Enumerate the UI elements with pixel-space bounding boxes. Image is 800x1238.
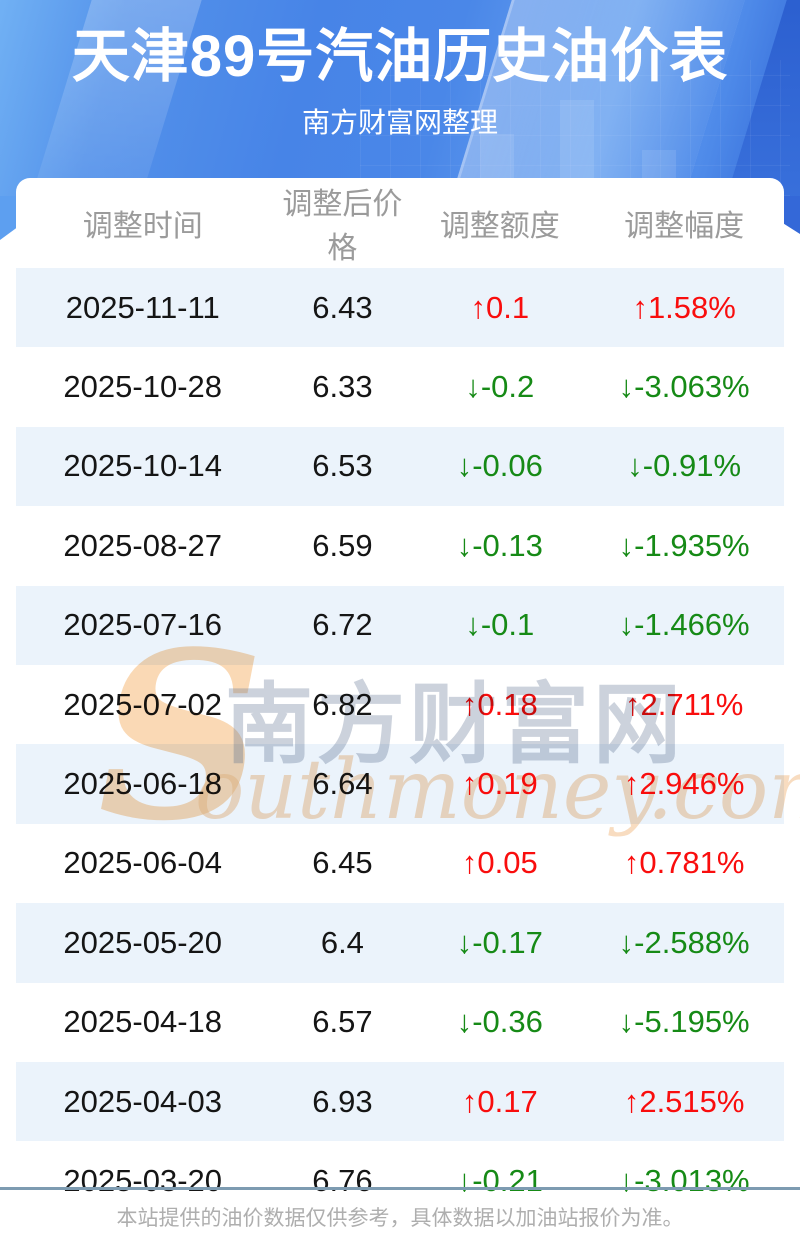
table-row: 2025-10-28 6.33 ↓-0.2 ↓-3.063% bbox=[16, 347, 784, 426]
column-header-change: 调整额度 bbox=[439, 210, 560, 243]
page-subtitle: 南方财富网整理 bbox=[301, 106, 498, 138]
change-cell: ↓-0.36 bbox=[456, 1004, 543, 1040]
change-cell: ↓-0.06 bbox=[456, 448, 543, 484]
table-header-row: 调整时间 调整后价格 调整额度 调整幅度 bbox=[16, 178, 784, 268]
percent-cell: ↓-3.013% bbox=[618, 1162, 750, 1198]
date-cell: 2025-10-14 bbox=[63, 448, 222, 484]
table-row: 2025-11-11 6.43 ↑0.1 ↑1.58% bbox=[16, 268, 784, 348]
table-row: 2025-04-03 6.93 ↑0.17 ↑2.515% bbox=[16, 1061, 784, 1142]
price-cell: 6.4 bbox=[320, 924, 364, 960]
change-cell: ↑0.19 bbox=[461, 766, 538, 802]
table-row: 2025-05-20 6.4 ↓-0.17 ↓-2.588% bbox=[16, 903, 784, 983]
change-cell: ↓-0.2 bbox=[465, 369, 535, 405]
price-cell: 6.72 bbox=[312, 607, 373, 643]
change-cell: ↓-0.17 bbox=[456, 924, 543, 960]
footer-divider bbox=[0, 1187, 800, 1190]
price-cell: 6.57 bbox=[312, 1004, 373, 1040]
table-row: 2025-06-04 6.45 ↑0.05 ↑0.781% bbox=[16, 824, 784, 903]
column-header-price: 调整后价格 bbox=[282, 188, 403, 265]
table-row: 2025-04-18 6.57 ↓-0.36 ↓-5.195% bbox=[16, 983, 784, 1062]
price-cell: 6.93 bbox=[312, 1083, 373, 1119]
percent-cell: ↑2.515% bbox=[623, 1083, 745, 1119]
percent-cell: ↑0.781% bbox=[623, 845, 745, 881]
date-cell: 2025-04-03 bbox=[63, 1083, 222, 1119]
percent-cell: ↓-2.588% bbox=[618, 924, 750, 960]
table-row: 2025-10-14 6.53 ↓-0.06 ↓-0.91% bbox=[16, 426, 784, 507]
date-cell: 2025-05-20 bbox=[63, 924, 222, 960]
percent-cell: ↑2.946% bbox=[623, 766, 745, 802]
change-cell: ↑0.18 bbox=[461, 686, 538, 722]
price-cell: 6.82 bbox=[312, 686, 373, 722]
percent-cell: ↓-0.91% bbox=[627, 448, 742, 484]
price-cell: 6.43 bbox=[312, 289, 373, 325]
percent-cell: ↓-3.063% bbox=[618, 369, 750, 405]
price-cell: 6.33 bbox=[312, 369, 373, 405]
table-row: 2025-07-16 6.72 ↓-0.1 ↓-1.466% bbox=[16, 585, 784, 665]
price-table-card: 调整时间 调整后价格 调整额度 调整幅度 2025-11-11 6.43 ↑0.… bbox=[16, 178, 784, 1221]
table-row: 2025-07-02 6.82 ↑0.18 ↑2.711% bbox=[16, 665, 784, 744]
page-title: 天津89号汽油历史油价表 bbox=[71, 24, 729, 89]
percent-cell: ↑2.711% bbox=[624, 686, 744, 722]
date-cell: 2025-11-11 bbox=[65, 289, 220, 325]
table-row: 2025-06-18 6.64 ↑0.19 ↑2.946% bbox=[16, 744, 784, 824]
price-cell: 6.53 bbox=[312, 448, 373, 484]
change-cell: ↑0.17 bbox=[461, 1083, 538, 1119]
date-cell: 2025-08-27 bbox=[63, 527, 222, 563]
change-cell: ↓-0.21 bbox=[456, 1162, 543, 1198]
date-cell: 2025-07-02 bbox=[63, 686, 222, 722]
footer-note: 本站提供的油价数据仅供参考，具体数据以加油站报价为准。 bbox=[116, 1207, 684, 1230]
column-header-time: 调整时间 bbox=[82, 210, 203, 243]
price-cell: 6.64 bbox=[312, 766, 373, 802]
percent-cell: ↓-5.195% bbox=[618, 1004, 750, 1040]
percent-cell: ↓-1.935% bbox=[618, 527, 750, 563]
percent-cell: ↓-1.466% bbox=[618, 607, 750, 643]
date-cell: 2025-10-28 bbox=[63, 369, 222, 405]
date-cell: 2025-07-16 bbox=[63, 607, 222, 643]
date-cell: 2025-06-18 bbox=[63, 766, 222, 802]
price-table: 调整时间 调整后价格 调整额度 调整幅度 2025-11-11 6.43 ↑0.… bbox=[16, 178, 784, 1221]
change-cell: ↑0.05 bbox=[461, 845, 538, 881]
column-header-percent: 调整幅度 bbox=[624, 210, 745, 243]
percent-cell: ↑1.58% bbox=[632, 289, 736, 325]
table-row: 2025-03-20 6.76 ↓-0.21 ↓-3.013% bbox=[16, 1141, 784, 1220]
price-cell: 6.59 bbox=[312, 527, 373, 563]
change-cell: ↓-0.1 bbox=[465, 607, 535, 643]
date-cell: 2025-03-20 bbox=[63, 1162, 222, 1198]
date-cell: 2025-06-04 bbox=[63, 845, 222, 881]
table-row: 2025-08-27 6.59 ↓-0.13 ↓-1.935% bbox=[16, 506, 784, 585]
deco-chart-grid bbox=[360, 60, 790, 196]
price-cell: 6.45 bbox=[312, 845, 373, 881]
price-cell: 6.76 bbox=[312, 1162, 373, 1198]
change-cell: ↑0.1 bbox=[470, 289, 530, 325]
change-cell: ↓-0.13 bbox=[456, 527, 543, 563]
date-cell: 2025-04-18 bbox=[63, 1004, 222, 1040]
hero-banner: 天津89号汽油历史油价表 南方财富网整理 bbox=[0, 0, 800, 196]
